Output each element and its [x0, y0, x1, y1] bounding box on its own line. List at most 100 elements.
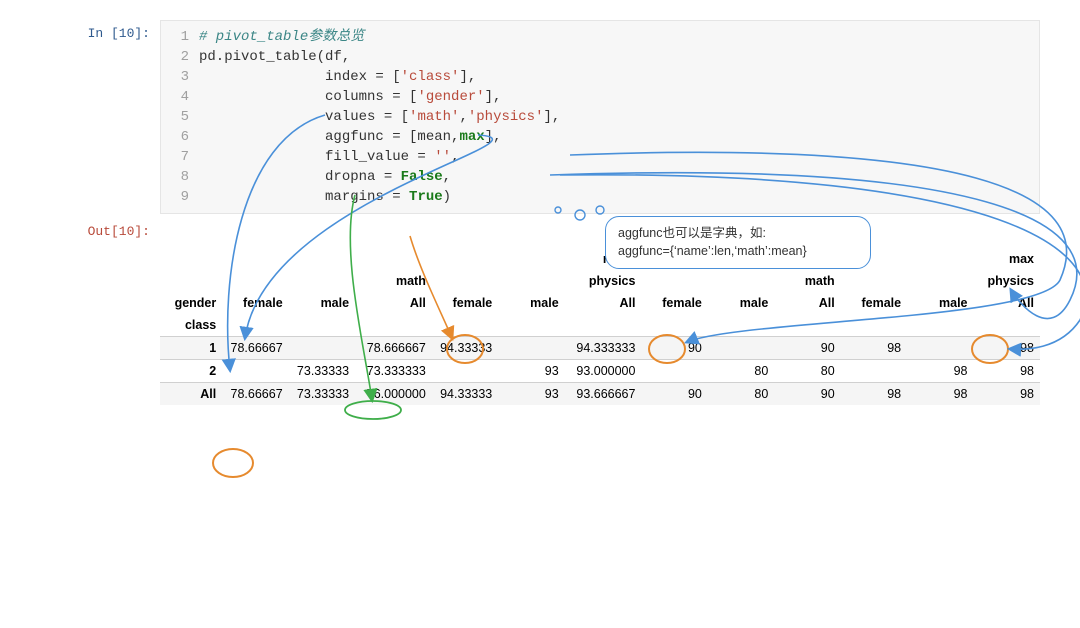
gender-header: All [974, 292, 1041, 314]
subject-header: physics [841, 270, 1040, 292]
code-token: dropna = [199, 167, 401, 187]
ring-row-all [213, 449, 253, 477]
code-token: ], [485, 127, 502, 147]
blank [432, 314, 498, 337]
code-token: , [459, 107, 467, 127]
blank [841, 314, 907, 337]
row-index: All [160, 383, 222, 406]
code-token: margins = [199, 187, 409, 207]
blank [974, 314, 1041, 337]
table-row: All78.6666773.3333376.00000094.333339393… [160, 383, 1040, 406]
line-number: 9 [171, 187, 199, 207]
line-number: 2 [171, 47, 199, 67]
data-cell: 78.666667 [355, 337, 432, 360]
blank [289, 314, 355, 337]
data-cell: 98 [974, 360, 1041, 383]
gender-header: female [641, 292, 707, 314]
code-token: 'class' [401, 67, 460, 87]
data-cell: 80 [708, 383, 774, 406]
output-area: meanmaxmathphysicsmathphysicsgenderfemal… [160, 218, 1040, 405]
blank [774, 314, 840, 337]
code-line: 9 margins = True) [171, 187, 1029, 207]
data-cell: 78.66667 [222, 337, 288, 360]
line-number: 5 [171, 107, 199, 127]
data-cell: 90 [641, 383, 707, 406]
data-cell: 98 [907, 360, 973, 383]
code-token: ], [544, 107, 561, 127]
blank [641, 314, 707, 337]
code-line: 7 fill_value = '', [171, 147, 1029, 167]
data-cell: 94.33333 [432, 337, 498, 360]
data-cell: 78.66667 [222, 383, 288, 406]
code-token: ], [485, 87, 502, 107]
code-token: , [443, 167, 451, 187]
pivot-table: meanmaxmathphysicsmathphysicsgenderfemal… [160, 248, 1040, 405]
line-number: 8 [171, 167, 199, 187]
data-cell: 93.000000 [565, 360, 642, 383]
code-token: True [409, 187, 443, 207]
notebook-wrap: In [10]: 1# pivot_table参数总览2pd.pivot_tab… [40, 20, 1040, 405]
annotation-bubble: aggfunc也可以是字典，如: aggfunc={‘name’:len,‘ma… [605, 216, 871, 269]
code-line: 4 columns = ['gender'], [171, 87, 1029, 107]
code-token: # pivot_table参数总览 [199, 27, 364, 47]
row-index: 1 [160, 337, 222, 360]
bubble-line2: aggfunc={‘name’:len,‘math’:mean} [618, 243, 858, 261]
code-line: 3 index = ['class'], [171, 67, 1029, 87]
data-cell: 80 [774, 360, 840, 383]
gender-header: male [708, 292, 774, 314]
data-cell: 90 [774, 383, 840, 406]
data-cell: 90 [641, 337, 707, 360]
code-token: 'math' [409, 107, 459, 127]
bubble-line1: aggfunc也可以是字典，如: [618, 225, 858, 243]
line-number: 4 [171, 87, 199, 107]
blank [708, 314, 774, 337]
data-cell: 98 [841, 337, 907, 360]
subject-header: math [641, 270, 840, 292]
line-number: 1 [171, 27, 199, 47]
gender-header: male [498, 292, 564, 314]
code-token: fill_value = [199, 147, 434, 167]
gender-header: All [355, 292, 432, 314]
code-line: 1# pivot_table参数总览 [171, 27, 1029, 47]
in-prompt: In [10]: [40, 20, 160, 41]
output-cell: Out[10]: meanmaxmathphysicsmathphysicsge… [40, 218, 1040, 405]
code-area[interactable]: 1# pivot_table参数总览2pd.pivot_table(df,3 i… [160, 20, 1040, 214]
data-cell [841, 360, 907, 383]
code-token: ], [459, 67, 476, 87]
table-row: 273.3333373.3333339393.00000080809898 [160, 360, 1040, 383]
blank [498, 314, 564, 337]
code-token: 'physics' [468, 107, 544, 127]
data-cell: 73.33333 [289, 383, 355, 406]
table-row: 178.6666778.66666794.3333394.33333390909… [160, 337, 1040, 360]
code-token: columns = [ [199, 87, 417, 107]
gender-header: All [774, 292, 840, 314]
data-cell: 93 [498, 360, 564, 383]
data-cell: 98 [907, 383, 973, 406]
code-line: 2pd.pivot_table(df, [171, 47, 1029, 67]
class-label: class [160, 314, 222, 337]
data-cell [907, 337, 973, 360]
data-cell: 73.333333 [355, 360, 432, 383]
gender-header: female [222, 292, 288, 314]
code-token: , [451, 147, 459, 167]
gender-header: male [907, 292, 973, 314]
data-cell: 93 [498, 383, 564, 406]
data-cell [289, 337, 355, 360]
gender-header: female [432, 292, 498, 314]
data-cell: 73.33333 [289, 360, 355, 383]
blank [907, 314, 973, 337]
data-cell: 98 [841, 383, 907, 406]
code-token: index = [ [199, 67, 401, 87]
code-line: 5 values = ['math','physics'], [171, 107, 1029, 127]
code-line: 8 dropna = False, [171, 167, 1029, 187]
data-cell [498, 337, 564, 360]
code-token: aggfunc = [mean, [199, 127, 459, 147]
gender-header: female [841, 292, 907, 314]
data-cell [708, 337, 774, 360]
subject-header: math [222, 270, 432, 292]
data-cell: 93.666667 [565, 383, 642, 406]
line-number: 3 [171, 67, 199, 87]
data-cell: 76.000000 [355, 383, 432, 406]
blank [160, 248, 222, 270]
gender-label: gender [160, 292, 222, 314]
